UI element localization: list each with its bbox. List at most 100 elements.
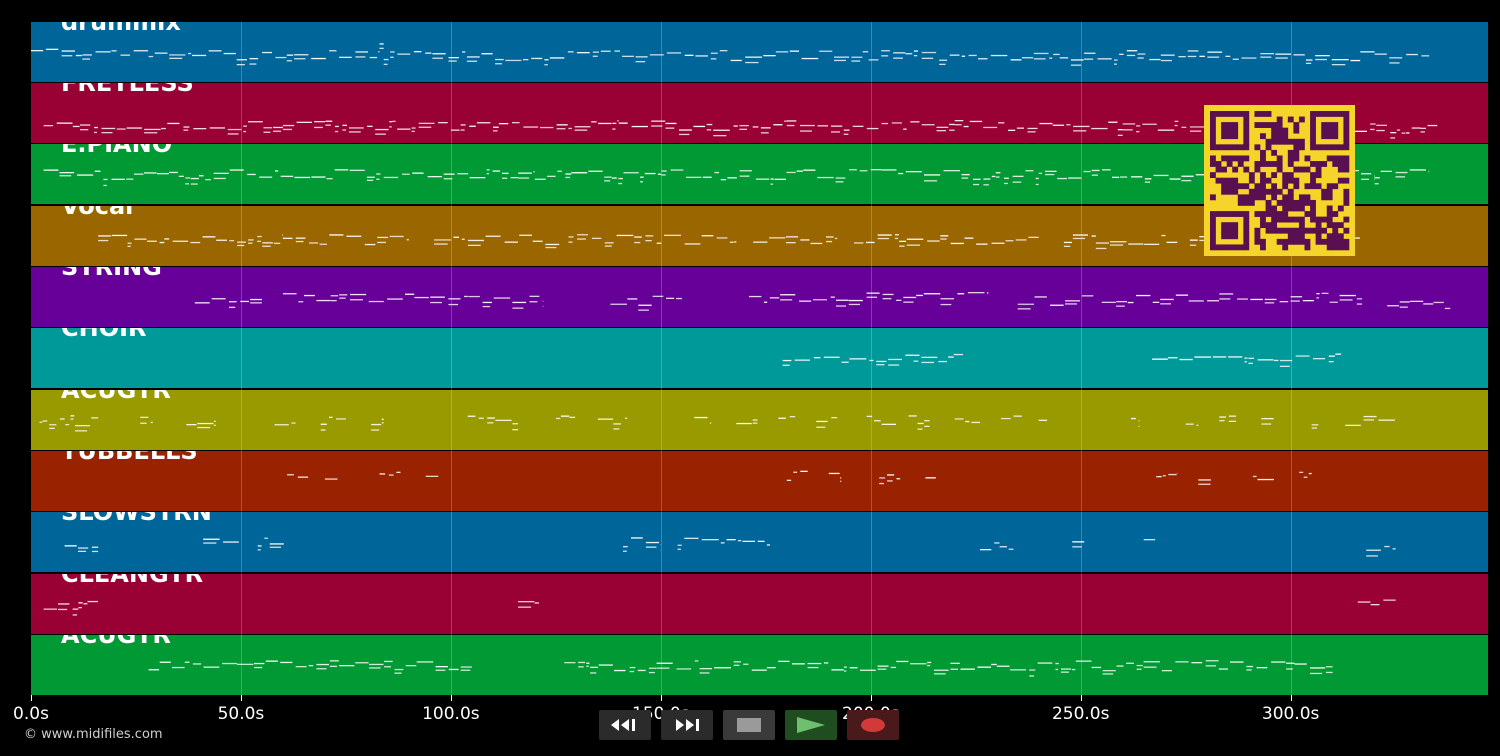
note: [282, 237, 293, 239]
note: [954, 418, 964, 420]
note: [43, 608, 57, 610]
note: [557, 170, 562, 172]
rewind-button[interactable]: [599, 710, 651, 740]
record-button[interactable]: [847, 710, 899, 740]
note: [1017, 308, 1031, 310]
track-lane[interactable]: ACUGTR: [31, 635, 1488, 695]
note: [610, 303, 627, 305]
note: [98, 235, 111, 237]
note: [379, 47, 384, 49]
note: [250, 298, 262, 301]
stop-button[interactable]: [723, 710, 775, 740]
track-name: SLOWSTRN: [61, 512, 212, 526]
track-name: drummix: [61, 22, 181, 36]
fast-forward-button[interactable]: [661, 710, 713, 740]
note: [1143, 539, 1156, 541]
note: [913, 354, 920, 356]
note: [870, 169, 882, 171]
note: [248, 242, 253, 244]
note: [862, 51, 869, 53]
note: [913, 55, 918, 57]
note: [742, 540, 756, 542]
note: [402, 173, 410, 175]
note: [924, 425, 930, 427]
note: [1116, 305, 1125, 307]
axis-tick: [660, 695, 662, 701]
note: [848, 299, 863, 302]
note: [1131, 176, 1143, 178]
note: [1015, 239, 1027, 241]
note: [355, 56, 366, 58]
note: [906, 244, 920, 246]
note: [629, 666, 636, 669]
note: [713, 129, 730, 131]
track-lane[interactable]: CHOIR: [31, 328, 1488, 388]
play-button[interactable]: [785, 710, 837, 740]
note: [1174, 124, 1178, 127]
note: [355, 662, 369, 664]
note: [144, 132, 158, 134]
note: [435, 666, 448, 668]
note: [1091, 174, 1098, 176]
note: [512, 122, 520, 124]
note: [921, 57, 934, 59]
note: [965, 420, 970, 423]
note: [466, 60, 478, 62]
note: [799, 300, 812, 302]
note: [614, 50, 620, 52]
track-lane[interactable]: CLEANGTR: [31, 574, 1488, 634]
note: [178, 175, 184, 177]
note: [661, 174, 666, 176]
note: [648, 671, 655, 674]
track-lane[interactable]: SLOWSTRN: [31, 512, 1488, 572]
note: [544, 64, 548, 66]
note: [990, 54, 1008, 57]
note: [1228, 356, 1243, 358]
note-pattern: [782, 353, 1342, 367]
note: [848, 303, 860, 306]
note: [917, 422, 924, 425]
note: [1149, 58, 1161, 61]
note: [1198, 483, 1211, 485]
note: [905, 171, 922, 173]
note: [167, 122, 180, 125]
note: [1290, 296, 1303, 298]
note: [954, 124, 962, 126]
note: [893, 57, 903, 59]
note: [1126, 54, 1136, 57]
note: [664, 234, 681, 236]
note: [1084, 58, 1094, 60]
note: [1152, 358, 1168, 360]
note: [1293, 54, 1305, 56]
track-lane[interactable]: drummix: [31, 22, 1488, 82]
note: [140, 422, 147, 424]
note: [950, 662, 960, 664]
note: [556, 124, 568, 126]
note: [349, 131, 361, 133]
note: [1091, 169, 1100, 172]
note: [638, 309, 649, 311]
note: [269, 543, 284, 545]
track-lane[interactable]: TUBBELLS: [31, 451, 1488, 511]
note: [59, 175, 72, 177]
note: [568, 236, 574, 238]
note: [924, 180, 937, 182]
note: [185, 177, 190, 179]
track-lane[interactable]: STRING: [31, 267, 1488, 327]
note: [644, 172, 656, 175]
note: [1366, 549, 1381, 551]
note: [1161, 670, 1172, 672]
note: [1120, 176, 1128, 178]
track-lane[interactable]: ACUGTR: [31, 390, 1488, 450]
note: [1363, 415, 1377, 418]
note: [1156, 476, 1162, 478]
note: [1136, 131, 1140, 133]
note: [1237, 298, 1248, 300]
note: [782, 359, 792, 362]
note: [1305, 62, 1312, 64]
note: [903, 128, 907, 130]
note: [1189, 126, 1205, 128]
note: [126, 127, 142, 129]
note: [148, 55, 154, 58]
note: [460, 129, 465, 131]
